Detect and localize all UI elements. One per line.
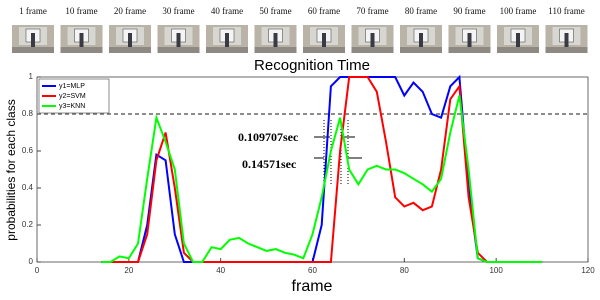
frame-thumbnail	[158, 25, 200, 53]
frame-thumbnail	[497, 25, 539, 53]
thumb-person	[565, 33, 569, 49]
thumb-person	[419, 33, 423, 49]
frame-label: 50 frame	[259, 6, 291, 16]
thumb-floor	[449, 47, 491, 53]
thumb-floor	[109, 47, 151, 53]
thumb-floor	[497, 47, 539, 53]
thumb-person	[274, 33, 278, 49]
frame-label: 110 frame	[548, 6, 584, 16]
thumb-person	[225, 33, 229, 49]
thumb-person	[468, 33, 472, 49]
y-tick-label: 0.4	[22, 183, 34, 192]
frame-label: 70 frame	[356, 6, 388, 16]
x-tick-label: 40	[216, 266, 225, 275]
thumb-person	[516, 33, 520, 49]
legend-label: y3=KNN	[59, 103, 85, 110]
timing-arrows	[314, 137, 362, 158]
x-tick-label: 20	[124, 266, 133, 275]
frame-label: 20 frame	[114, 6, 146, 16]
x-tick-label: 120	[581, 266, 595, 275]
frame-label: 80 frame	[405, 6, 437, 16]
annotation: 0.109707sec	[238, 130, 299, 144]
thumb-person	[128, 33, 132, 49]
thumb-person	[31, 33, 35, 49]
thumb-floor	[303, 47, 345, 53]
frame-thumbnail	[109, 25, 151, 53]
legend-label: y1=MLP	[59, 83, 85, 90]
x-tick-label: 80	[400, 266, 409, 275]
frame-label: 30 frame	[162, 6, 194, 16]
thumb-person	[322, 33, 326, 49]
thumb-person	[371, 33, 375, 49]
thumb-floor	[61, 47, 103, 53]
frame-thumbnail	[12, 25, 54, 53]
x-tick-label: 60	[308, 266, 317, 275]
frame-label: 1 frame	[19, 6, 47, 16]
frame-thumbnail	[352, 25, 394, 53]
thumb-floor	[158, 47, 200, 53]
x-tick-label: 0	[35, 266, 40, 275]
thumb-floor	[255, 47, 297, 53]
x-tick-label: 100	[489, 266, 503, 275]
frame-thumbnail	[255, 25, 297, 53]
frame-thumbnail	[449, 25, 491, 53]
thumb-floor	[206, 47, 248, 53]
y-tick-label: 0.8	[22, 109, 34, 118]
thumb-floor	[546, 47, 588, 53]
thumb-floor	[12, 47, 54, 53]
frame-label: 60 frame	[308, 6, 340, 16]
y-tick-label: 0.6	[22, 146, 34, 155]
thumb-floor	[400, 47, 442, 53]
thumb-person	[80, 33, 84, 49]
frame-thumbnail	[61, 25, 103, 53]
y-axis-label: probabilities for each class	[4, 99, 18, 240]
y-tick-label: 0	[29, 257, 34, 266]
thumb-person	[177, 33, 181, 49]
frame-label: 100 frame	[500, 6, 537, 16]
frame-thumbnail	[303, 25, 345, 53]
legend-label: y2=SVM	[59, 93, 86, 100]
chart-title: Recognition Time	[254, 57, 370, 74]
frame-thumbnail	[546, 25, 588, 53]
thumb-floor	[352, 47, 394, 53]
x-axis-label: frame	[292, 278, 333, 295]
y-tick-label: 0.2	[22, 220, 34, 229]
frame-label: 90 frame	[453, 6, 485, 16]
y-tick-label: 1	[29, 72, 34, 81]
frame-thumbnail	[400, 25, 442, 53]
frame-label: 10 frame	[65, 6, 97, 16]
annotation: 0.14571sec	[242, 157, 297, 171]
frame-label: 40 frame	[211, 6, 243, 16]
frame-thumbnail	[206, 25, 248, 53]
figure: Recognition Time frame probabilities for…	[0, 0, 600, 300]
